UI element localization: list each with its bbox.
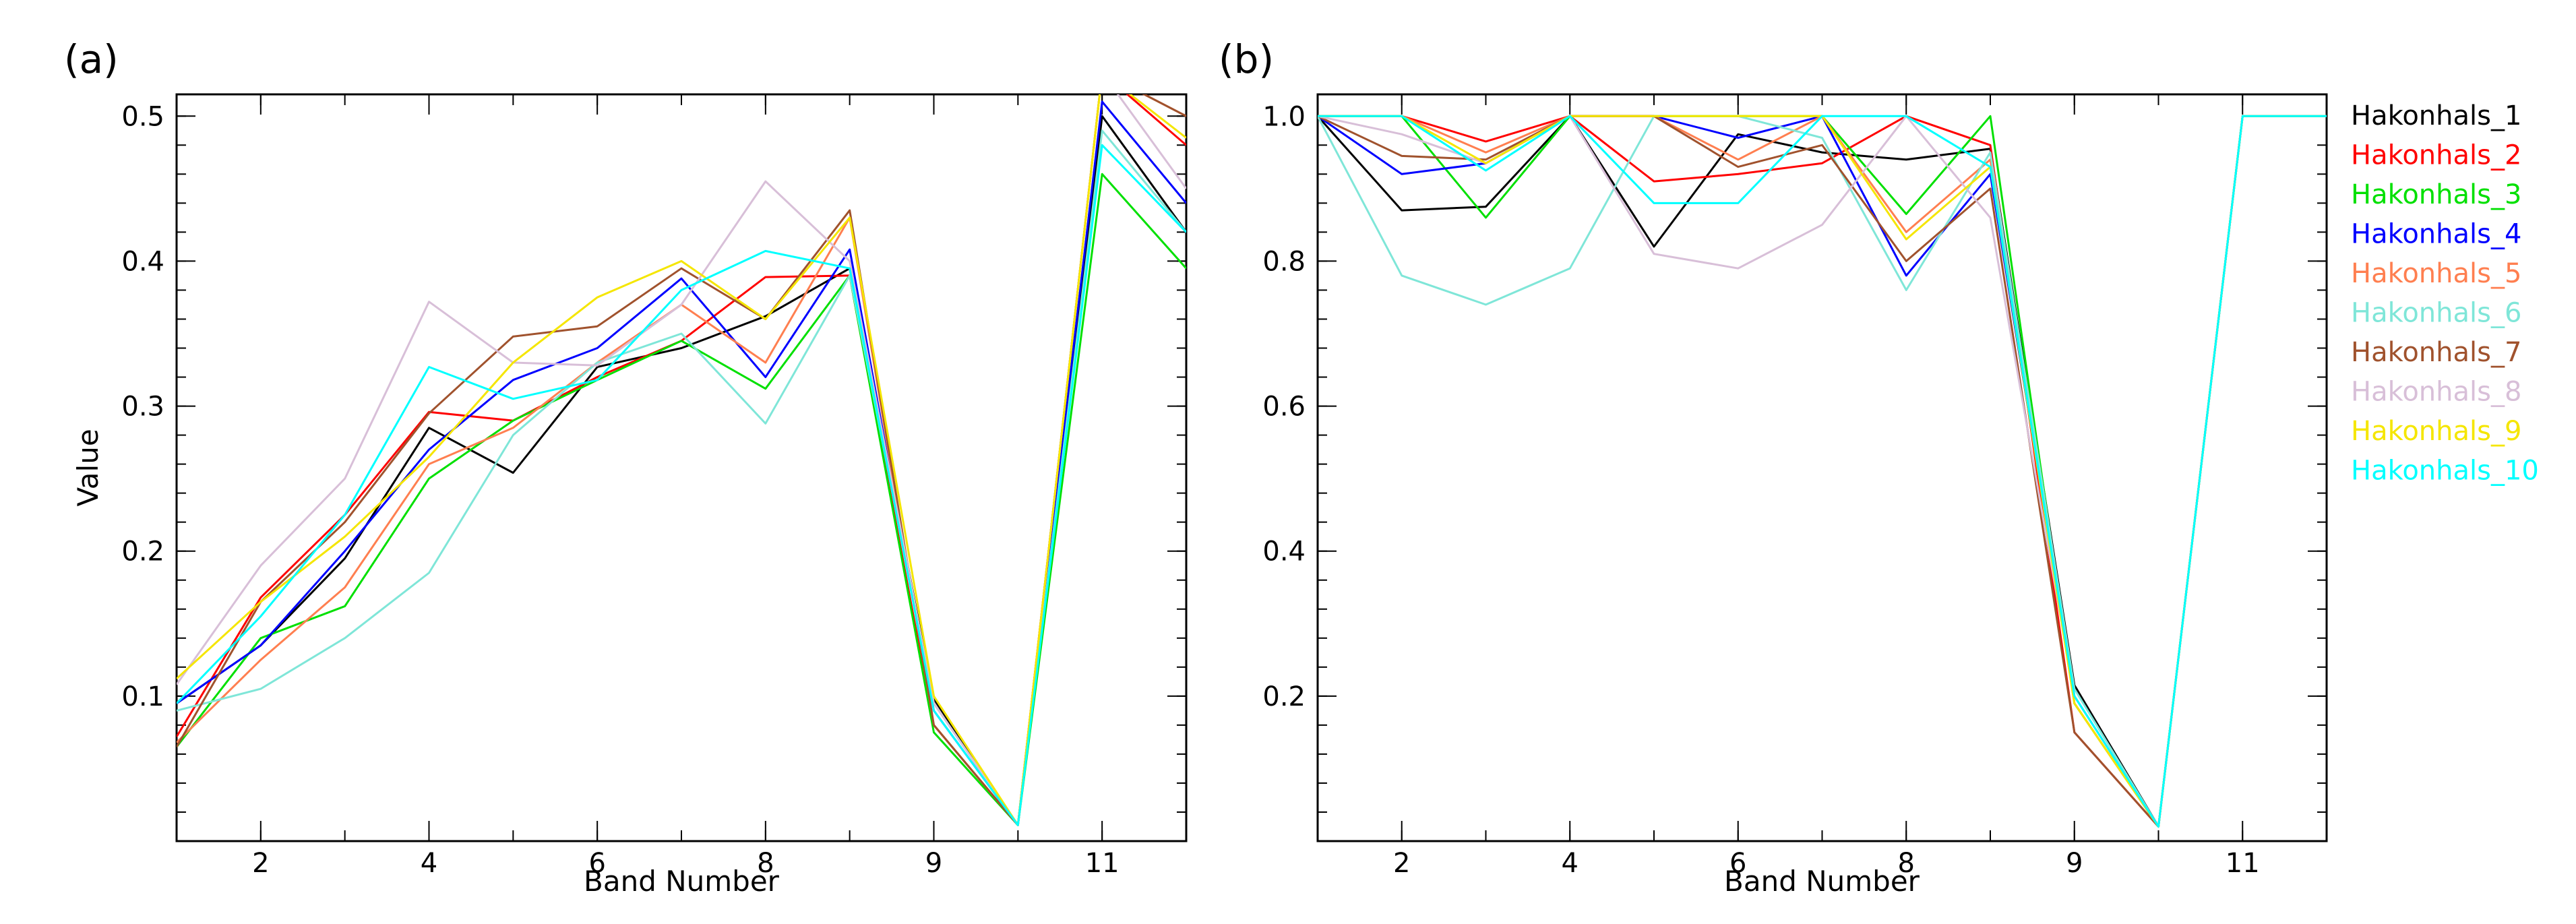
x-tick-label: 8 [1898,848,1915,879]
x-axis-title-b: Band Number [1724,865,1920,898]
x-tick-label: 2 [1393,848,1410,879]
legend-item-hakonhals-9: Hakonhals_9 [2351,416,2521,447]
x-tick-label: 4 [421,848,437,879]
x-tick-label: 2 [252,848,269,879]
y-tick-label: 1.0 [1262,101,1306,132]
y-tick-label: 0.4 [1262,536,1306,567]
y-tick-label: 0.4 [121,246,164,277]
x-tick-label: 9 [2066,848,2083,879]
y-tick-label: 0.5 [121,101,164,132]
legend-item-hakonhals-5: Hakonhals_5 [2351,258,2521,289]
legend-item-hakonhals-3: Hakonhals_3 [2351,179,2521,210]
x-tick-label: 6 [588,848,605,879]
y-tick-label: 0.6 [1262,392,1306,423]
chart-panel-a: (a) 2 4 6 8 9 11 0.1 0.2 0.3 0.4 0.5 Band Number V… [64,36,1188,898]
legend-item-hakonhals-2: Hakonhals_2 [2351,140,2521,171]
legend-item-hakonhals-6: Hakonhals_6 [2351,298,2521,329]
y-axis-title-a: Value [71,429,104,506]
x-tick-label: 4 [1562,848,1578,879]
plot-frame-b [1316,93,2328,842]
series-line-b-hakonhals-10 [1318,115,2327,828]
y-tick-label: 0.2 [1262,681,1306,712]
x-tick-label: 8 [757,848,774,879]
legend-item-hakonhals-1: Hakonhals_1 [2351,100,2521,131]
plot-frame-a [175,93,1188,842]
y-tick-label: 0.8 [1262,246,1306,277]
legend-item-hakonhals-8: Hakonhals_8 [2351,377,2521,408]
x-tick-label: 6 [1729,848,1746,879]
x-axis-title-a: Band Number [584,865,780,898]
panel-label-b: (b) [1219,36,1274,82]
y-tick-label: 0.3 [121,392,164,423]
y-tick-label: 0.1 [121,681,164,712]
legend-item-hakonhals-10: Hakonhals_10 [2351,456,2539,487]
x-tick-label: 11 [1085,848,1120,879]
legend-item-hakonhals-4: Hakonhals_4 [2351,219,2521,250]
series-line-a-hakonhals-10 [177,144,1186,826]
legend: Hakonhals_1 Hakonhals_2 Hakonhals_3 Hakonha… [2351,100,2539,487]
y-tick-label: 0.2 [121,536,164,567]
panel-label-a: (a) [64,36,119,82]
chart-panel-b: (b) 2 4 6 8 9 11 0.2 0.4 0.6 0.8 1.0 Band Number [1219,36,2328,898]
x-tick-label: 11 [2226,848,2260,879]
legend-item-hakonhals-7: Hakonhals_7 [2351,337,2521,368]
x-tick-label: 9 [925,848,942,879]
